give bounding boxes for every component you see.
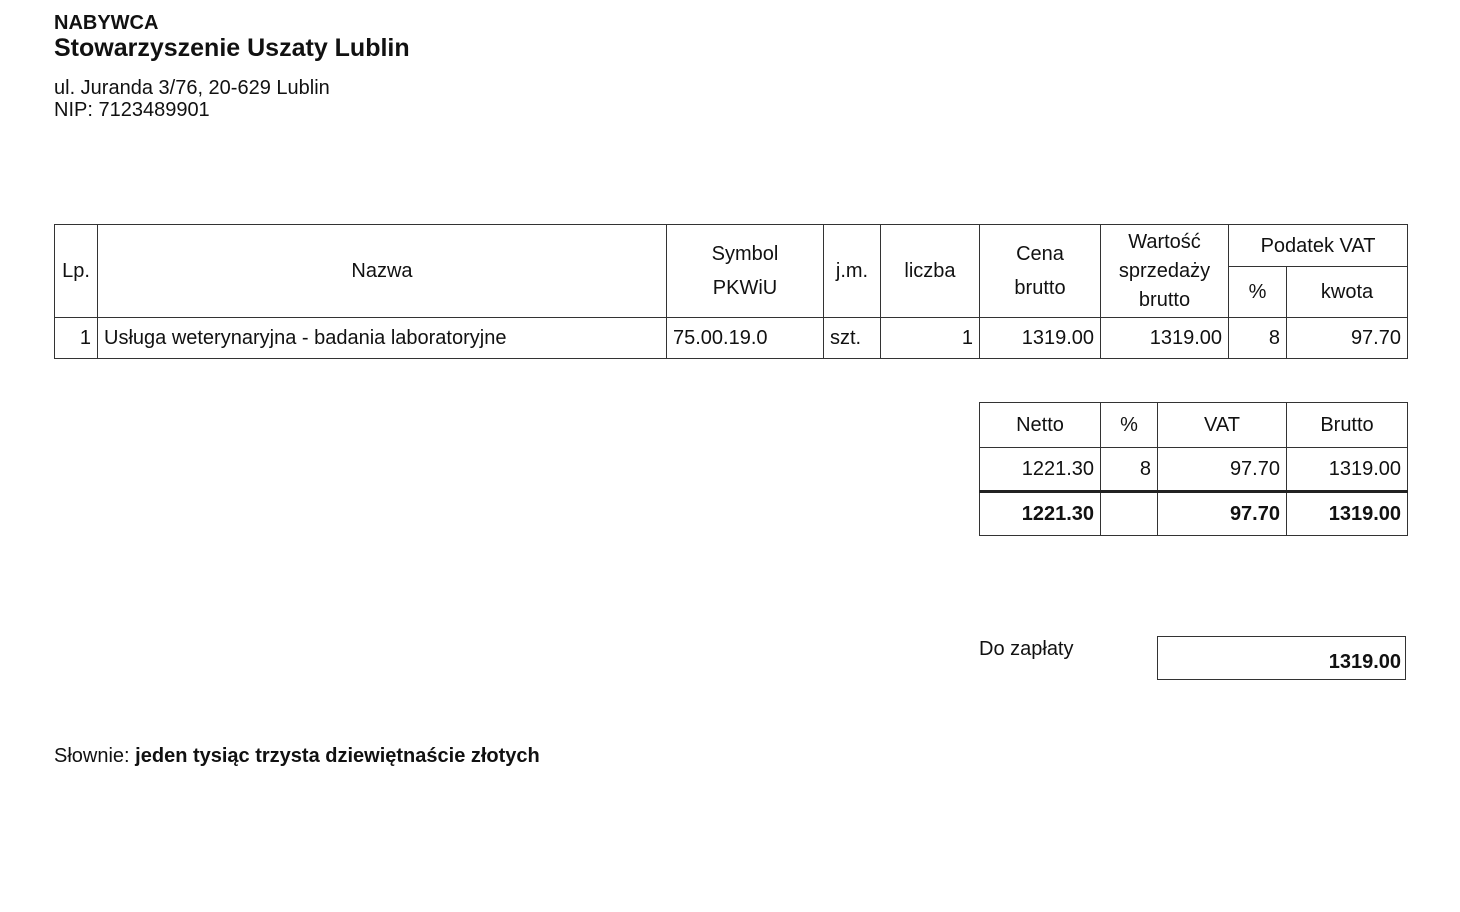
summary-header-pct: % bbox=[1100, 402, 1158, 448]
in-words-label: Słownie: bbox=[54, 745, 130, 767]
cell-price: 1319.00 bbox=[979, 317, 1101, 359]
summary-pct: 8 bbox=[1100, 447, 1158, 492]
header-symbol: Symbol PKWiU bbox=[666, 224, 824, 318]
summary-header-brutto: Brutto bbox=[1286, 402, 1408, 448]
buyer-label: NABYWCA bbox=[54, 12, 159, 34]
cell-unit: szt. bbox=[823, 317, 881, 359]
header-vat: Podatek VAT bbox=[1228, 224, 1408, 267]
total-netto: 1221.30 bbox=[979, 490, 1101, 536]
cell-name: Usługa weterynaryjna - badania laborator… bbox=[97, 317, 667, 359]
header-unit: j.m. bbox=[823, 224, 881, 318]
summary-netto: 1221.30 bbox=[979, 447, 1101, 492]
header-price: Cena brutto bbox=[979, 224, 1101, 318]
in-words-value: jeden tysiąc trzysta dziewiętnaście złot… bbox=[135, 745, 540, 767]
summary-header-vat: VAT bbox=[1157, 402, 1287, 448]
amount-in-words: Słownie: jeden tysiąc trzysta dziewiętna… bbox=[54, 745, 540, 768]
header-vat-amount: kwota bbox=[1286, 266, 1408, 318]
header-qty: liczba bbox=[880, 224, 980, 318]
total-pct bbox=[1100, 490, 1158, 536]
items-table: Lp. Nazwa Symbol PKWiU j.m. liczba Cena br… bbox=[54, 224, 1408, 359]
cell-vat-amount: 97.70 bbox=[1286, 317, 1408, 359]
total-vat: 97.70 bbox=[1157, 490, 1287, 536]
amount-due-label: Do zapłaty bbox=[979, 638, 1074, 660]
cell-vat-pct: 8 bbox=[1228, 317, 1287, 359]
summary-header-netto: Netto bbox=[979, 402, 1101, 448]
buyer-address: ul. Juranda 3/76, 20-629 Lublin bbox=[54, 77, 330, 99]
summary-brutto: 1319.00 bbox=[1286, 447, 1408, 492]
header-value: Wartość sprzedaży brutto bbox=[1100, 224, 1229, 318]
header-name: Nazwa bbox=[97, 224, 667, 318]
buyer-nip: NIP: 7123489901 bbox=[54, 99, 210, 121]
summary-total-row: 1221.30 97.70 1319.00 bbox=[979, 490, 1408, 536]
total-brutto: 1319.00 bbox=[1286, 490, 1408, 536]
amount-due-value: 1319.00 bbox=[1157, 636, 1406, 680]
vat-summary-table: Netto % VAT Brutto 1221.30 8 97.70 1319.… bbox=[979, 402, 1408, 536]
cell-symbol: 75.00.19.0 bbox=[666, 317, 824, 359]
header-lp: Lp. bbox=[54, 224, 98, 318]
cell-lp: 1 bbox=[54, 317, 98, 359]
summary-vat: 97.70 bbox=[1157, 447, 1287, 492]
cell-qty: 1 bbox=[880, 317, 980, 359]
summary-row: 1221.30 8 97.70 1319.00 bbox=[979, 447, 1408, 492]
cell-value: 1319.00 bbox=[1100, 317, 1229, 359]
header-vat-pct: % bbox=[1228, 266, 1287, 318]
buyer-address-block: ul. Juranda 3/76, 20-629 Lublin NIP: 712… bbox=[54, 77, 330, 121]
buyer-name: Stowarzyszenie Uszaty Lublin bbox=[54, 34, 410, 62]
table-row: 1 Usługa weterynaryjna - badania laborat… bbox=[54, 317, 1408, 359]
